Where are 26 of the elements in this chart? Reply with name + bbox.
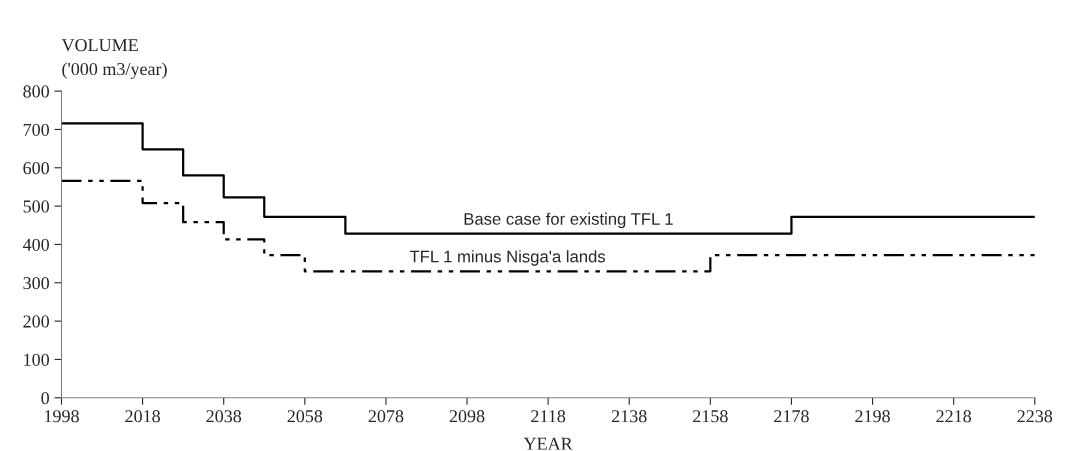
y-tick-label: 100 bbox=[24, 353, 50, 366]
y-tick-label: 700 bbox=[23, 123, 50, 136]
y-axis-title: VOLUME ('000 m3/year) bbox=[61, 39, 167, 79]
x-tick-label: 2038 bbox=[206, 410, 242, 423]
y-tick-label: 400 bbox=[22, 238, 50, 251]
y-tick-label: 200 bbox=[23, 315, 50, 328]
x-tick-label: 2138 bbox=[611, 410, 647, 423]
x-tick-label: 2178 bbox=[774, 410, 809, 423]
x-tick-label: 2078 bbox=[368, 410, 404, 423]
y-tick-label: 500 bbox=[23, 200, 50, 213]
y-tick-label: 0 bbox=[41, 392, 50, 405]
x-tick-label: 2218 bbox=[936, 410, 972, 423]
y-tick-label: 600 bbox=[23, 162, 50, 175]
x-tick-label: 2018 bbox=[125, 410, 160, 423]
x-tick-label: 2158 bbox=[693, 410, 728, 423]
series-label: Base case for existing TFL 1 bbox=[464, 212, 673, 229]
series-label: TFL 1 minus Nisga'a lands bbox=[409, 250, 606, 266]
y-tick-label: 300 bbox=[23, 277, 50, 290]
x-tick-label: 2198 bbox=[855, 410, 890, 423]
x-tick-label: 2238 bbox=[1017, 410, 1053, 423]
x-tick-label: 2118 bbox=[531, 410, 566, 423]
x-tick-label: 2058 bbox=[287, 410, 323, 423]
x-tick-label: 1998 bbox=[45, 410, 79, 423]
y-tick-label: 800 bbox=[23, 85, 50, 98]
x-axis-title: YEAR bbox=[523, 437, 573, 450]
x-tick-label: 2098 bbox=[449, 410, 485, 423]
